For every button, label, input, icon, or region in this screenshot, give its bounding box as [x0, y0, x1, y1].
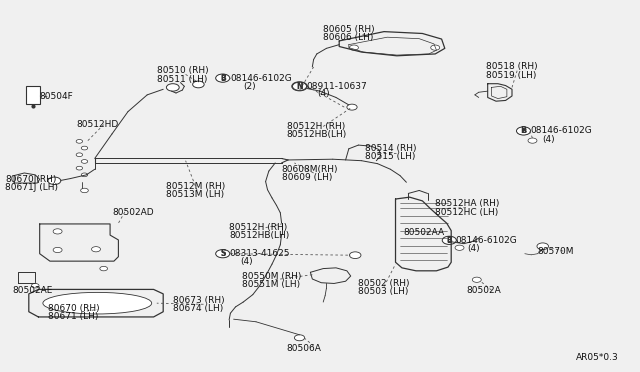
Circle shape: [516, 127, 531, 135]
Circle shape: [100, 266, 108, 271]
Circle shape: [292, 82, 307, 90]
Text: 80513M (LH): 80513M (LH): [166, 190, 225, 199]
Text: 08313-41625: 08313-41625: [229, 249, 290, 258]
Circle shape: [76, 153, 83, 157]
Circle shape: [472, 277, 481, 282]
Text: 80502AD: 80502AD: [112, 208, 154, 217]
Circle shape: [442, 236, 456, 244]
Text: 80605 (RH): 80605 (RH): [323, 25, 375, 34]
Text: 80515 (LH): 80515 (LH): [365, 153, 415, 161]
Text: (4): (4): [543, 135, 556, 144]
Text: 80550M (RH): 80550M (RH): [242, 272, 301, 281]
Circle shape: [81, 146, 88, 150]
Text: 80671J (LH): 80671J (LH): [5, 183, 58, 192]
Text: B: B: [447, 237, 452, 243]
Circle shape: [216, 74, 229, 82]
Text: 08911-10637: 08911-10637: [306, 82, 367, 91]
Text: 80503 (LH): 80503 (LH): [358, 287, 409, 296]
Circle shape: [92, 247, 100, 252]
Text: 80674 (LH): 80674 (LH): [173, 304, 223, 313]
Text: 80506A: 80506A: [287, 344, 321, 353]
Text: 80502 (RH): 80502 (RH): [358, 279, 410, 288]
Text: 80551M (LH): 80551M (LH): [242, 280, 300, 289]
Circle shape: [48, 177, 61, 185]
Circle shape: [294, 335, 305, 341]
Circle shape: [76, 140, 83, 143]
Text: 80512HA (RH): 80512HA (RH): [435, 199, 500, 208]
Ellipse shape: [43, 292, 152, 314]
Circle shape: [216, 250, 229, 257]
Circle shape: [443, 237, 456, 244]
Text: 80514 (RH): 80514 (RH): [365, 144, 416, 153]
Text: S: S: [220, 249, 225, 258]
Text: (4): (4): [467, 244, 480, 253]
Text: 80512M (RH): 80512M (RH): [166, 182, 226, 191]
Circle shape: [216, 74, 230, 82]
Text: 08146-6102G: 08146-6102G: [530, 126, 591, 135]
Text: 80512HB(LH): 80512HB(LH): [229, 231, 289, 240]
Text: S: S: [220, 249, 225, 258]
Text: 08146-6102G: 08146-6102G: [230, 74, 292, 83]
Text: N: N: [296, 82, 303, 91]
Circle shape: [81, 160, 88, 163]
Circle shape: [31, 283, 39, 288]
Circle shape: [81, 188, 88, 193]
Text: AR05*0.3: AR05*0.3: [576, 353, 619, 362]
Text: B: B: [447, 236, 452, 245]
Text: 80512HD: 80512HD: [77, 120, 119, 129]
Circle shape: [166, 84, 179, 91]
Text: 08146-6102G: 08146-6102G: [456, 236, 517, 245]
Text: (4): (4): [317, 89, 330, 98]
Text: 80670 (RH): 80670 (RH): [48, 304, 100, 312]
Circle shape: [76, 166, 83, 170]
Text: B: B: [521, 126, 526, 135]
Text: 80570M: 80570M: [538, 247, 574, 256]
Text: 80512HC (LH): 80512HC (LH): [435, 208, 499, 217]
Circle shape: [517, 127, 530, 135]
Text: (4): (4): [240, 257, 253, 266]
Circle shape: [347, 104, 357, 110]
Text: 80606 (LH): 80606 (LH): [323, 33, 374, 42]
Text: 80670J(RH): 80670J(RH): [5, 175, 56, 184]
Text: 80502AE: 80502AE: [13, 286, 53, 295]
Text: 80671 (LH): 80671 (LH): [48, 312, 99, 321]
Circle shape: [81, 173, 88, 177]
Text: 80502A: 80502A: [466, 286, 500, 295]
Circle shape: [431, 45, 440, 50]
Text: 80608M(RH): 80608M(RH): [282, 165, 338, 174]
Circle shape: [349, 252, 361, 259]
Text: 80512HB(LH): 80512HB(LH): [287, 130, 347, 139]
Bar: [26, 86, 40, 104]
Circle shape: [455, 245, 464, 250]
Text: 80512H (RH): 80512H (RH): [287, 122, 345, 131]
Text: 80512H (RH): 80512H (RH): [229, 223, 287, 232]
Text: 80504F: 80504F: [40, 92, 74, 101]
Circle shape: [292, 82, 307, 91]
Circle shape: [53, 247, 62, 253]
Circle shape: [537, 243, 548, 250]
Circle shape: [349, 45, 358, 50]
Text: 80502AA: 80502AA: [403, 228, 444, 237]
Text: N: N: [296, 82, 303, 91]
Circle shape: [53, 229, 62, 234]
Text: (2): (2): [243, 82, 256, 91]
Text: 80518 (RH): 80518 (RH): [486, 62, 538, 71]
Text: B: B: [220, 75, 225, 81]
Circle shape: [528, 138, 537, 143]
Text: 80519 (LH): 80519 (LH): [486, 71, 537, 80]
Text: B: B: [521, 128, 526, 134]
Circle shape: [216, 250, 230, 258]
Text: B: B: [220, 74, 225, 83]
Text: 80511 (LH): 80511 (LH): [157, 76, 207, 84]
Text: 80510 (RH): 80510 (RH): [157, 66, 209, 75]
Circle shape: [193, 81, 204, 88]
Text: 80673 (RH): 80673 (RH): [173, 296, 225, 305]
Text: 80609 (LH): 80609 (LH): [282, 173, 332, 182]
